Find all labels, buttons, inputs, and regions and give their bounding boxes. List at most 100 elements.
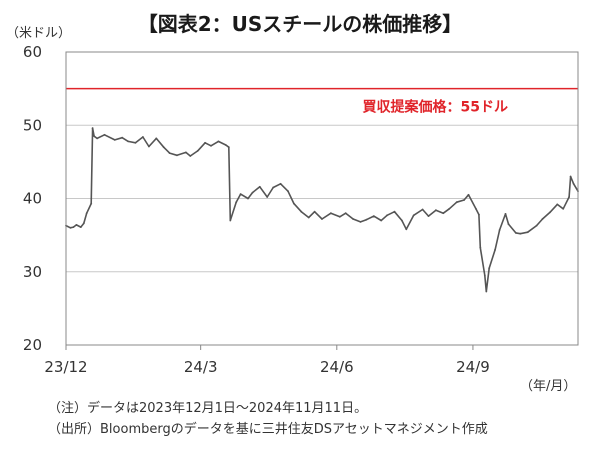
- data-point-2024-11-06: [569, 175, 572, 178]
- data-point-2024-06-07: [344, 212, 347, 215]
- y-axis-unit: （米ドル）: [6, 26, 72, 41]
- data-point-2024-10-14: [535, 224, 538, 227]
- data-point-2023-12-08: [75, 224, 78, 226]
- reference-line-group: 買収提案価格：55ドル: [66, 87, 578, 116]
- data-point-2024-09-25: [507, 223, 510, 226]
- data-point-2024-02-14: [176, 154, 178, 157]
- data-point-2024-09-05: [478, 213, 480, 216]
- data-point-2024-06-26: [372, 215, 375, 218]
- data-point-2024-03-20: [227, 146, 230, 149]
- data-point-2024-08-29: [467, 193, 470, 196]
- data-point-2024-09-19: [498, 229, 501, 231]
- data-point-2024-01-12: [127, 140, 130, 143]
- x-tick-label-24/3: 24/3: [184, 358, 218, 376]
- data-point-2024-04-05: [251, 191, 254, 194]
- data-point-2024-07-15: [401, 219, 403, 222]
- data-point-2024-07-05: [386, 214, 388, 217]
- data-point-2024-05-28: [330, 212, 332, 215]
- data-point-2023-12-18: [90, 202, 93, 205]
- data-point-2023-12-11: [79, 226, 82, 229]
- data-point-2023-12-19: [91, 127, 94, 130]
- data-point-2024-01-03: [113, 139, 116, 141]
- x-axis-unit: （年/月）: [520, 379, 577, 394]
- data-point-2024-07-10: [393, 210, 396, 213]
- plot-frame: [65, 51, 579, 346]
- data-point-2024-01-31: [155, 137, 158, 140]
- data-point-2024-03-08: [210, 144, 212, 147]
- note-period: （注）データは2023年12月1日～2024年11月11日。: [48, 401, 368, 416]
- data-point-2024-01-22: [142, 136, 144, 138]
- data-point-2024-07-23: [412, 214, 415, 217]
- x-tick-label-23/12: 23/12: [44, 358, 87, 376]
- data-point-2023-12-22: [96, 137, 98, 140]
- data-point-2024-02-05: [162, 146, 165, 149]
- data-point-2024-08-02: [427, 215, 430, 218]
- data-point-2024-06-12: [352, 218, 354, 220]
- data-point-2024-02-23: [189, 155, 192, 157]
- gridlines: [66, 124, 578, 273]
- data-point-2024-04-19: [272, 186, 275, 189]
- data-point-2023-12-27: [103, 133, 106, 136]
- data-point-2024-08-12: [442, 212, 445, 215]
- data-point-2024-03-13: [217, 140, 220, 143]
- data-point-2024-03-21: [229, 219, 232, 222]
- data-point-2024-10-18: [541, 218, 544, 220]
- chart-title: 【図表2：USスチールの株価推移】: [137, 12, 463, 36]
- data-point-2023-12-06: [72, 226, 75, 229]
- data-point-2023-12-13: [82, 222, 85, 225]
- x-tick-label-24/9: 24/9: [456, 358, 490, 376]
- y-tick-label-40: 40: [23, 190, 42, 208]
- data-point-2024-04-24: [279, 182, 282, 185]
- data-point-2024-09-23: [504, 213, 507, 215]
- data-point-2024-04-15: [266, 196, 269, 198]
- data-point-2023-12-20: [93, 135, 95, 138]
- data-point-2024-09-12: [488, 267, 491, 269]
- data-point-2024-06-03: [338, 215, 341, 218]
- data-point-2024-05-13: [307, 216, 310, 219]
- y-tick-label-60: 60: [23, 43, 42, 61]
- data-point-2024-04-29: [287, 190, 289, 193]
- plot-border: [65, 51, 579, 346]
- data-point-2023-12-04: [69, 226, 72, 229]
- data-point-2024-10-03: [519, 232, 522, 235]
- data-point-2024-03-28: [239, 193, 242, 196]
- y-tick-label-50: 50: [23, 116, 42, 134]
- data-point-2024-05-08: [300, 210, 303, 213]
- data-point-2023-12-15: [85, 212, 88, 215]
- data-point-2024-07-01: [380, 219, 383, 222]
- data-point-2024-04-10: [258, 185, 261, 188]
- data-point-2024-06-17: [359, 221, 362, 223]
- y-tick-labels: 20 30 40 50 60: [23, 43, 42, 354]
- data-point-2024-10-23: [549, 211, 551, 214]
- data-point-2024-09-03: [475, 207, 477, 210]
- data-point-2024-08-16: [448, 207, 451, 210]
- data-point-2024-02-28: [196, 150, 199, 152]
- data-point-2024-09-16: [494, 248, 496, 251]
- data-point-2024-05-17: [313, 210, 316, 213]
- data-point-2024-03-25: [235, 201, 238, 204]
- data-point-2024-05-03: [293, 202, 295, 205]
- data-point-2024-08-07: [435, 209, 437, 212]
- data-point-2024-01-08: [121, 136, 124, 139]
- y-tick-label-30: 30: [23, 263, 42, 281]
- data-point-2024-08-26: [463, 199, 465, 201]
- data-point-2024-09-10: [485, 290, 488, 293]
- footnotes: （注）データは2023年12月1日～2024年11月11日。 （出所）Bloom…: [48, 398, 488, 440]
- data-point-2024-03-04: [204, 141, 207, 144]
- data-point-2024-07-29: [421, 208, 424, 211]
- data-point-2024-01-26: [148, 145, 150, 148]
- data-point-2024-02-09: [168, 152, 171, 155]
- data-point-2024-05-22: [321, 218, 323, 220]
- data-point-2024-11-05: [568, 196, 570, 198]
- x-tick-labels: 23/12 24/3 24/6 24/9: [44, 345, 490, 376]
- data-point-2024-08-21: [455, 201, 458, 204]
- series-group: [65, 127, 579, 293]
- data-point-2024-09-09: [483, 274, 486, 277]
- data-point-2024-09-30: [514, 232, 517, 234]
- data-point-2024-07-18: [405, 228, 408, 231]
- reference-line-label: 買収提案価格：55ドル: [363, 99, 508, 116]
- price-line-0: [65, 127, 579, 293]
- data-point-2024-04-02: [247, 197, 249, 200]
- note-source: （出所）Bloombergのデータを基に三井住友DSアセットマネジメント作成: [48, 422, 488, 437]
